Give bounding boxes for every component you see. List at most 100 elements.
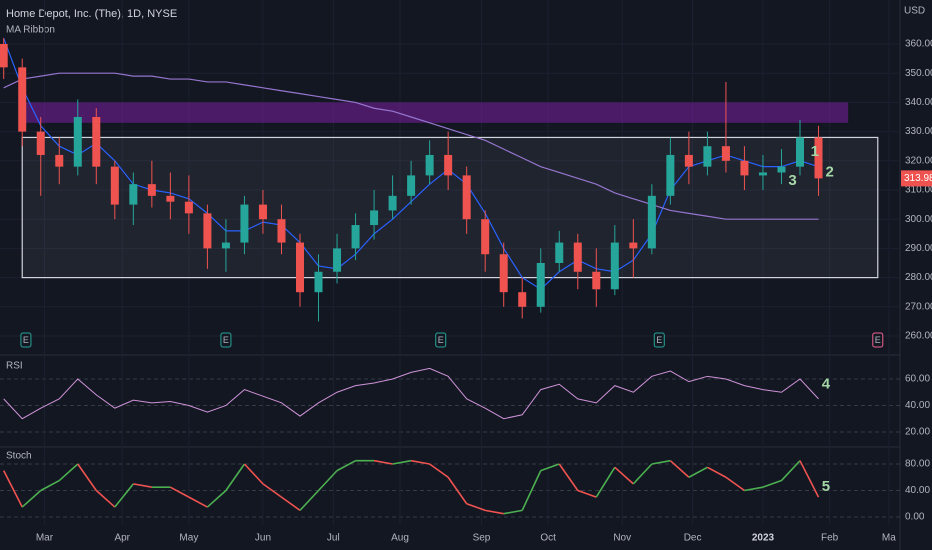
stoch-segment [58, 463, 79, 482]
candle-body [758, 172, 767, 176]
stoch-segment [21, 489, 42, 508]
stoch-segment [466, 502, 486, 512]
earnings-icon [872, 332, 884, 348]
stoch-segment [780, 460, 801, 482]
x-tick-label: Aug [391, 533, 409, 544]
candle-body [740, 160, 749, 176]
x-tick-label: 2023 [752, 533, 775, 544]
earnings-label: E [656, 335, 662, 345]
candle-body [388, 195, 397, 211]
candle-body [684, 154, 693, 167]
stoch-segment [40, 479, 60, 492]
candle-body [73, 117, 82, 167]
annotation: 1 [811, 143, 819, 160]
stoch-segment [614, 466, 634, 485]
stoch-segment [95, 489, 116, 508]
candle-body [592, 271, 601, 290]
stoch-segment [410, 459, 430, 465]
candle-body [55, 154, 64, 167]
x-tick-label: Feb [821, 533, 839, 544]
x-tick-label: Jun [255, 533, 271, 544]
x-tick-label: Sep [473, 533, 491, 544]
stoch-segment [2, 470, 23, 508]
candle-body [333, 248, 342, 272]
candle-body [0, 44, 8, 68]
candle-body [425, 154, 434, 176]
candle-body [536, 263, 545, 307]
candle-body [796, 137, 804, 167]
y-tick-label: 320.00 [905, 155, 932, 166]
stoch-segment [799, 460, 820, 498]
stoch-segment [447, 476, 468, 505]
candle-body [610, 242, 619, 290]
stoch-segment [577, 489, 597, 498]
y-tick-label: 280.00 [905, 272, 932, 283]
candle-body [203, 213, 212, 249]
chart-title: Home Depot, Inc. (The), 1D, NYSE [6, 8, 177, 20]
candle-body [518, 292, 527, 307]
candle-body [777, 166, 786, 173]
stoch-segment [262, 483, 282, 498]
zone [22, 102, 849, 123]
stoch-segment [243, 463, 264, 485]
x-tick-label: Mar [36, 533, 54, 544]
y-tick-label: 40.00 [905, 400, 930, 411]
stoch-segment [503, 509, 523, 515]
x-tick-label: May [179, 533, 198, 544]
stoch-segment [392, 459, 412, 465]
stoch-segment [317, 470, 338, 492]
candle-body [814, 137, 823, 179]
stoch-segment [744, 486, 764, 492]
annotation: 2 [825, 163, 833, 180]
y-tick-label: 80.00 [905, 459, 930, 470]
stoch-segment [485, 509, 504, 515]
earnings-label: E [23, 335, 29, 345]
y-tick-label: 40.00 [905, 485, 930, 496]
stoch-segment [558, 463, 579, 491]
y-tick-label: 290.00 [905, 243, 932, 254]
stoch-segment [299, 489, 320, 511]
candle-body [462, 175, 471, 220]
axis-unit: USD [904, 6, 925, 17]
stoch-segment [651, 459, 671, 465]
stoch-segment [521, 470, 542, 511]
candle-body [129, 184, 138, 205]
annotation: 5 [822, 478, 830, 495]
x-tick-label: Oct [540, 533, 556, 544]
stoch-segment [762, 479, 782, 488]
earnings-icon [435, 332, 447, 348]
candle-body [573, 242, 582, 272]
candle-body [36, 131, 45, 155]
subtitle: MA Ribbon [6, 25, 55, 36]
candle-body [240, 204, 249, 243]
y-tick-label: 340.00 [905, 97, 932, 108]
earnings-icon [220, 332, 232, 348]
stoch-segment [632, 463, 653, 485]
candle-body [444, 154, 453, 176]
candle-body [370, 210, 379, 226]
x-tick-label: Dec [684, 533, 702, 544]
stoch-segment [114, 483, 134, 508]
candle-body [499, 254, 508, 293]
y-tick-label: 300.00 [905, 214, 932, 225]
annotation: 3 [788, 172, 796, 189]
candle-body [703, 146, 712, 167]
candle-body [166, 195, 175, 202]
earnings-label: E [875, 335, 881, 345]
candle-body [351, 225, 360, 249]
stoch-segment [429, 463, 449, 478]
stoch-segment [707, 466, 727, 478]
y-tick-label: 310.00 [905, 185, 932, 196]
x-tick-label: Ma [882, 533, 896, 544]
candle-body [18, 67, 27, 132]
earnings-icon [20, 332, 32, 348]
pane-title: RSI [6, 361, 23, 372]
y-tick-label: 270.00 [905, 301, 932, 312]
candle-body [314, 271, 323, 293]
candle-body [110, 166, 119, 205]
y-tick-label: 60.00 [905, 374, 930, 385]
earnings-icon [653, 332, 665, 348]
x-tick-label: Apr [114, 533, 130, 544]
